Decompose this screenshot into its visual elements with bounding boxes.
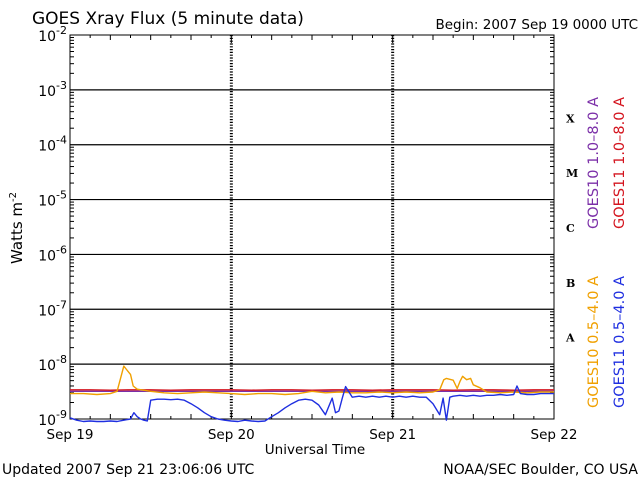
y-tick-label-3: 10-5 <box>38 189 67 210</box>
legend-item-legend-upper-1: GOES11 1.0–8.0 A <box>612 97 628 229</box>
legend-item-legend-lower-1: GOES11 0.5–4.0 A <box>612 276 628 408</box>
x-axis-ticks: Sep 19 Sep 20 Sep 21 Sep 22 <box>47 35 578 443</box>
y-axis-label: Watts m-2 <box>8 192 26 264</box>
y-tick-label-6: 10-8 <box>38 353 67 374</box>
legend-item-legend-lower-0: GOES10 0.5–4.0 A <box>586 276 602 408</box>
flare-class-C: C <box>566 222 575 235</box>
legend-lower: GOES10 0.5–4.0 A GOES11 0.5–4.0 A <box>586 276 628 408</box>
day-separator-lines <box>229 35 395 419</box>
flare-class-M: M <box>566 167 578 180</box>
credit-label: NOAA/SEC Boulder, CO USA <box>443 462 638 478</box>
flare-class-B: B <box>566 277 575 290</box>
series-line-3 <box>69 385 554 423</box>
x-tick-label-3: Sep 22 <box>531 427 578 443</box>
flare-class-A: A <box>565 332 575 345</box>
grid <box>70 89 554 365</box>
series-line-2 <box>70 365 554 396</box>
y-axis-ticks: 10-2 10-3 10-4 10-5 10-6 10-7 10-8 10-9 <box>38 24 554 429</box>
y-tick-label-5: 10-7 <box>38 298 67 319</box>
x-axis-label: Universal Time <box>265 442 365 458</box>
legend-upper: GOES10 1.0–8.0 A GOES11 1.0–8.0 A <box>586 97 628 229</box>
y-tick-label-0: 10-2 <box>38 24 67 45</box>
begin-label: Begin: 2007 Sep 19 0000 UTC <box>435 17 638 33</box>
y-tick-label-1: 10-3 <box>38 79 67 100</box>
legend-item-legend-upper-0: GOES10 1.0–8.0 A <box>586 97 602 229</box>
y-tick-label-4: 10-6 <box>38 243 67 264</box>
flare-class-X: X <box>566 112 575 125</box>
x-tick-label-0: Sep 19 <box>47 427 94 443</box>
flare-class-labels: X M C B A <box>565 112 578 344</box>
x-tick-label-1: Sep 20 <box>208 427 255 443</box>
y-tick-label-7: 10-9 <box>38 408 67 429</box>
x-tick-label-2: Sep 21 <box>369 427 416 443</box>
y-tick-label-2: 10-4 <box>38 134 67 155</box>
series-lines <box>69 365 554 423</box>
updated-timestamp: Updated 2007 Sep 21 23:06:06 UTC <box>2 462 255 478</box>
chart-title: GOES Xray Flux (5 minute data) <box>32 9 304 29</box>
plot-frame <box>69 34 555 420</box>
